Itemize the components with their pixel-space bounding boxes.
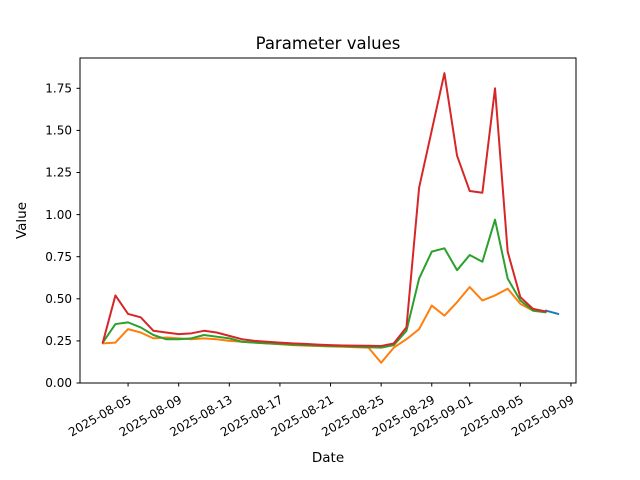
chart-title: Parameter values	[256, 34, 401, 53]
y-tick-label: 1.75	[45, 82, 72, 96]
y-tick-label: 0.75	[45, 250, 72, 264]
series-3-green-line	[101, 218, 547, 349]
y-tick-label: 1.00	[45, 208, 72, 222]
plot-frame	[79, 57, 577, 384]
series-1-blue-line	[544, 309, 560, 315]
y-tick-label: 0.50	[45, 292, 72, 306]
y-axis-label: Value	[14, 202, 30, 239]
y-tick-label: 0.00	[45, 376, 72, 390]
y-tick-label: 1.50	[45, 124, 72, 138]
series-2-orange-line	[101, 286, 547, 364]
x-axis-label: Date	[312, 450, 344, 466]
series-4-red-line	[101, 72, 547, 347]
y-tick-label: 0.25	[45, 334, 72, 348]
series-lines	[101, 72, 560, 364]
y-tick-label: 1.25	[45, 166, 72, 180]
